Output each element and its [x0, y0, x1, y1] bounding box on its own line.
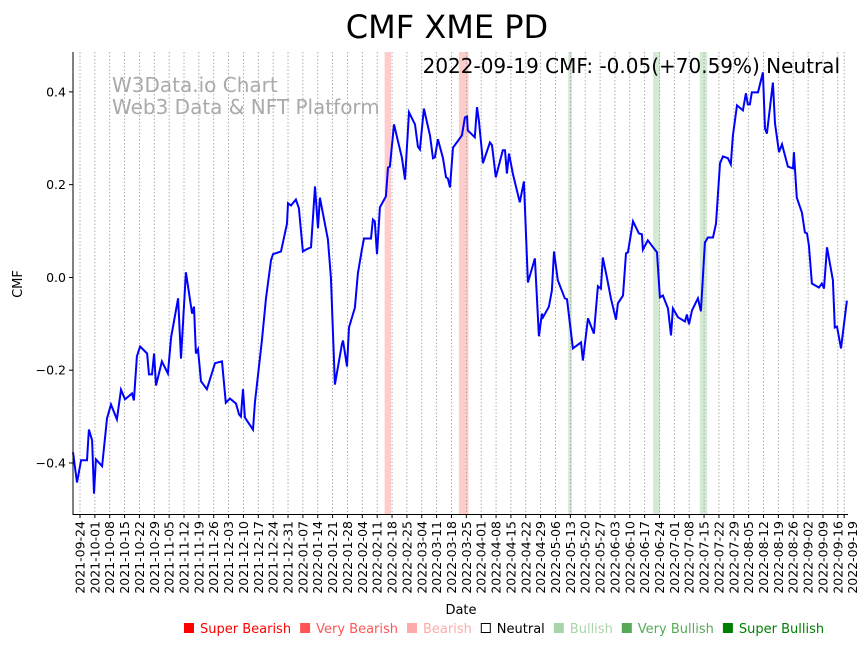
- legend-swatch: [184, 623, 194, 633]
- legend-swatch: [553, 623, 564, 633]
- watermark-line-1: W3Data.io Chart: [112, 73, 278, 97]
- x-tick-label: 2022-08-05: [741, 521, 756, 594]
- x-axis-label: Date: [445, 603, 476, 618]
- x-tick-label: 2022-04-01: [474, 521, 489, 594]
- x-tick-label: 2022-05-13: [563, 521, 578, 594]
- x-tick-label: 2022-07-08: [682, 521, 697, 594]
- y-tick-label: 0.2: [46, 177, 66, 192]
- x-tick-label: 2021-12-17: [251, 521, 266, 594]
- x-tick-label: 2022-04-29: [533, 521, 548, 594]
- sentiment-band-bullish: [699, 52, 708, 514]
- x-tick-label: 2021-10-01: [87, 521, 102, 594]
- sentiment-band-bearish: [458, 52, 469, 514]
- y-tick-label: −0.4: [36, 455, 66, 470]
- x-tick-label: 2022-06-03: [607, 521, 622, 594]
- x-tick-label: 2022-06-24: [652, 521, 667, 594]
- legend-swatch: [621, 623, 632, 633]
- legend-item: Super Bearish: [184, 622, 291, 637]
- x-tick-label: 2022-07-22: [711, 521, 726, 594]
- x-tick-label: 2022-09-19: [845, 521, 860, 594]
- legend: Super Bearish Very Bearish Bearish Neutral B…: [184, 622, 824, 637]
- x-tick-label: 2022-04-22: [518, 521, 533, 594]
- x-tick-label: 2022-02-04: [355, 521, 370, 594]
- legend-swatch: [480, 623, 491, 633]
- x-tick-label: 2022-05-27: [593, 521, 608, 594]
- chart-title: CMF XME PD: [346, 8, 548, 46]
- x-tick-label: 2021-11-19: [191, 521, 206, 594]
- x-tick-label: 2022-06-17: [637, 521, 652, 594]
- x-tick-label: 2021-11-05: [162, 521, 177, 594]
- x-tick-label: 2022-03-04: [414, 521, 429, 594]
- y-ticks: −0.4 −0.2 0.0 0.2 0.4: [36, 84, 73, 470]
- legend-item: Bearish: [407, 622, 472, 637]
- x-tick-label: 2021-12-10: [236, 521, 251, 594]
- x-tick-label: 2022-07-01: [667, 521, 682, 594]
- legend-swatch: [722, 623, 733, 633]
- legend-label: Super Bullish: [739, 622, 824, 637]
- y-tick-label: 0.0: [46, 270, 66, 285]
- x-tick-label: 2022-05-06: [548, 521, 563, 594]
- x-tick-label: 2022-04-15: [503, 521, 518, 594]
- legend-item: Very Bullish: [621, 622, 714, 637]
- x-tick-label: 2022-09-02: [801, 521, 816, 594]
- x-tick-label: 2021-12-03: [221, 521, 236, 594]
- x-tick-label: 2021-12-24: [266, 521, 281, 594]
- x-tick-label: 2022-07-15: [697, 521, 712, 594]
- x-tick-label: 2022-01-14: [310, 521, 325, 594]
- x-tick-label: 2022-08-19: [771, 521, 786, 594]
- x-tick-label: 2021-11-26: [206, 521, 221, 594]
- x-tick-label: 2022-09-16: [830, 521, 845, 594]
- x-tick-label: 2022-05-20: [578, 521, 593, 594]
- x-tick-label: 2022-03-11: [429, 521, 444, 594]
- x-tick-label: 2021-10-22: [132, 521, 147, 594]
- x-tick-label: 2022-02-18: [385, 521, 400, 594]
- x-tick-label: 2022-01-21: [325, 521, 340, 594]
- x-tick-label: 2021-09-24: [73, 521, 88, 594]
- y-tick-label: −0.2: [36, 363, 66, 378]
- legend-label: Super Bearish: [200, 622, 291, 637]
- watermark-line-2: Web3 Data & NFT Platform: [112, 95, 380, 119]
- x-tick-label: 2021-10-15: [117, 521, 132, 594]
- legend-label: Very Bullish: [638, 622, 714, 637]
- x-tick-label: 2022-01-07: [295, 521, 310, 594]
- legend-label: Very Bearish: [316, 622, 398, 637]
- legend-item: Super Bullish: [722, 622, 824, 637]
- y-axis-label: CMF: [11, 270, 26, 298]
- sentiment-band-bullish: [653, 52, 660, 514]
- x-ticks: 2021-09-24 2021-10-01 2021-10-08 2021-10-15…: [73, 514, 860, 594]
- x-tick-label: 2022-03-18: [444, 521, 459, 594]
- x-tick-label: 2021-12-31: [281, 521, 296, 594]
- legend-item: Very Bearish: [300, 622, 398, 637]
- legend-swatch: [300, 623, 311, 633]
- x-tick-label: 2022-02-25: [399, 521, 414, 594]
- x-grid: [79, 52, 845, 514]
- cmf-series-line: [72, 72, 848, 494]
- legend-item: Neutral: [480, 622, 545, 637]
- sentiment-band-bearish: [384, 52, 391, 514]
- x-tick-label: 2022-06-10: [622, 521, 637, 594]
- legend-label: Bullish: [570, 622, 613, 637]
- x-tick-label: 2021-10-29: [147, 521, 162, 594]
- latest-value-annotation: 2022-09-19 CMF: -0.05(+70.59%) Neutral: [423, 54, 840, 78]
- legend-item: Bullish: [553, 622, 613, 637]
- legend-swatch: [407, 623, 417, 633]
- x-tick-label: 2022-03-25: [459, 521, 474, 594]
- x-tick-label: 2022-07-29: [726, 521, 741, 594]
- x-tick-label: 2022-09-09: [815, 521, 830, 594]
- y-tick-label: 0.4: [46, 84, 66, 99]
- x-tick-label: 2022-02-11: [370, 521, 385, 594]
- x-tick-label: 2022-08-26: [786, 521, 801, 594]
- x-tick-label: 2021-11-12: [177, 521, 192, 594]
- x-tick-label: 2022-01-28: [340, 521, 355, 594]
- legend-label: Neutral: [497, 622, 545, 637]
- legend-label: Bearish: [423, 622, 472, 637]
- x-tick-label: 2022-08-12: [756, 521, 771, 594]
- x-tick-label: 2021-10-08: [102, 521, 117, 594]
- x-tick-label: 2022-04-08: [489, 521, 504, 594]
